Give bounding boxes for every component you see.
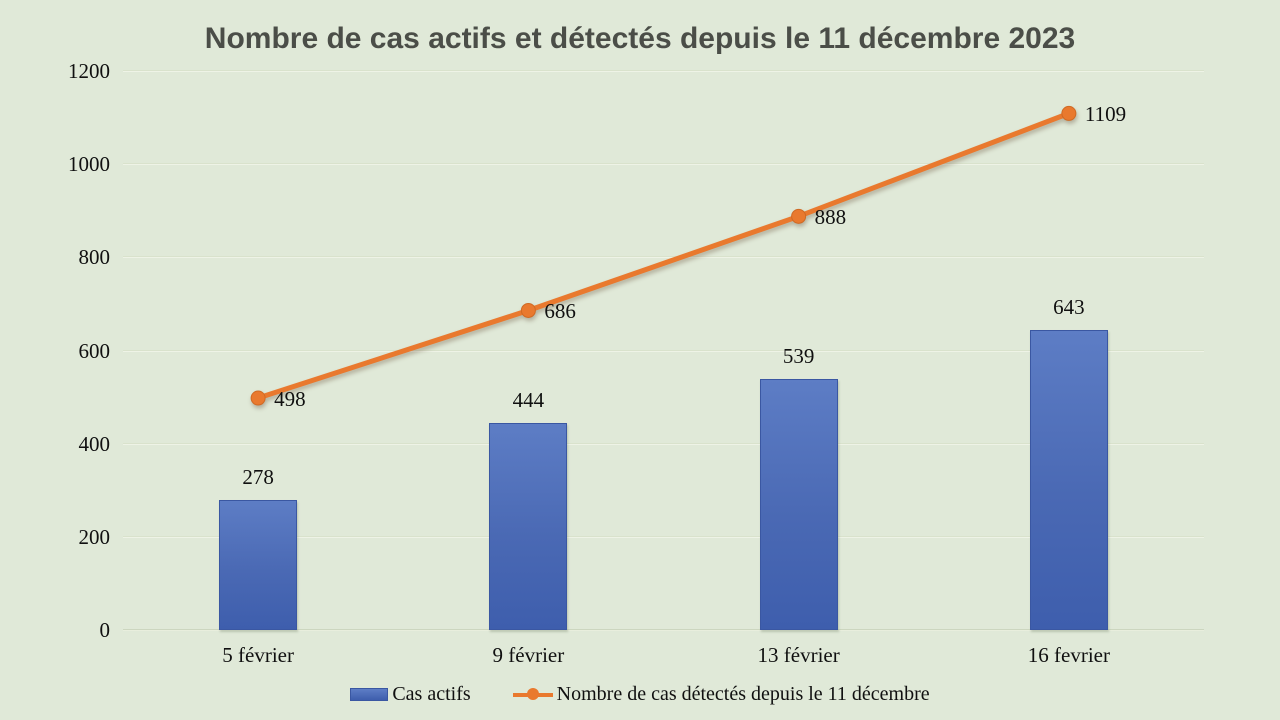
legend-item-detectes: Nombre de cas détectés depuis le 11 déce… [512, 682, 930, 706]
line-point [250, 390, 266, 406]
line-value-label: 498 [274, 387, 306, 411]
y-tick-label: 400 [78, 431, 111, 456]
y-tick-label: 600 [78, 338, 111, 363]
gridline [123, 256, 1204, 259]
gridline [123, 442, 1204, 445]
line-point [1061, 105, 1077, 121]
bar [489, 423, 568, 630]
y-tick-label: 1000 [68, 152, 110, 177]
legend: Cas actifs Nombre de cas détectés depuis… [0, 678, 1280, 710]
x-tick-label: 9 février [492, 643, 565, 667]
line-point [791, 208, 807, 224]
legend-label-cas-actifs: Cas actifs [392, 682, 471, 705]
line-value-label: 888 [814, 205, 847, 230]
bar-swatch-icon [350, 687, 389, 701]
bar-value-label: 278 [242, 465, 274, 490]
bar-value-label: 444 [512, 388, 545, 413]
legend-label-detectes: Nombre de cas détectés depuis le 11 déce… [556, 682, 930, 705]
gridline [123, 163, 1204, 166]
chart-title: Nombre de cas actifs et détectés depuis … [204, 22, 1076, 55]
x-tick-label: 16 fevrier [1027, 643, 1110, 667]
y-tick-label: 1200 [68, 59, 110, 83]
y-tick-label: 200 [78, 524, 111, 549]
bar-value-label: 643 [1053, 295, 1085, 320]
line-marker-icon [512, 688, 553, 701]
bar [759, 378, 838, 630]
line-point [520, 302, 536, 318]
y-tick-label: 0 [99, 618, 111, 642]
x-tick-label: 13 février [757, 643, 840, 667]
gridline [123, 535, 1204, 538]
x-tick-label: 5 février [222, 643, 294, 667]
bar [1029, 330, 1108, 630]
gridline [123, 70, 1204, 72]
x-axis-line [123, 629, 1204, 631]
bar-value-label: 539 [782, 343, 815, 368]
y-tick-label: 800 [78, 245, 111, 270]
line-value-label: 686 [544, 299, 576, 324]
legend-item-cas-actifs: Cas actifs [350, 682, 471, 706]
bar [219, 500, 298, 630]
line-value-label: 1109 [1084, 102, 1127, 127]
